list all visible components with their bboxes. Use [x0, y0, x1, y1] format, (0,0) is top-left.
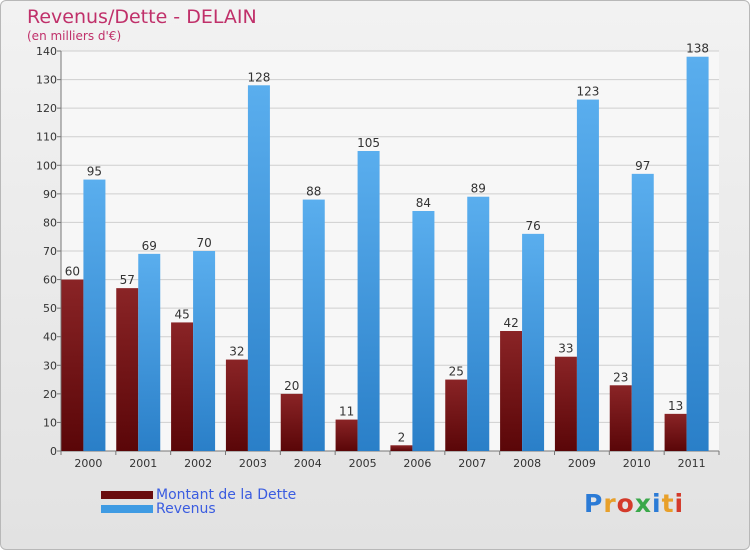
value-label-revenus: 97: [635, 159, 650, 173]
bar-dette: [225, 359, 248, 451]
bar-revenus: [138, 253, 161, 451]
value-label-dette: 60: [65, 265, 80, 279]
y-tick-label: 30: [43, 359, 57, 372]
legend-item-dette: Montant de la Dette: [101, 488, 296, 502]
x-tick-label: 2004: [294, 457, 322, 470]
bar-revenus: [467, 196, 490, 451]
value-label-revenus: 76: [525, 219, 540, 233]
value-label-revenus: 95: [87, 165, 102, 179]
x-tick-label: 2008: [513, 457, 541, 470]
value-label-dette: 2: [398, 430, 406, 444]
value-label-revenus: 128: [247, 70, 270, 84]
value-label-revenus: 88: [306, 185, 321, 199]
bar-revenus: [686, 56, 709, 451]
x-tick-label: 2011: [678, 457, 706, 470]
value-label-revenus: 89: [471, 182, 486, 196]
x-tick-label: 2006: [403, 457, 431, 470]
y-tick-label: 60: [43, 274, 57, 287]
bar-revenus: [83, 179, 106, 452]
y-tick-label: 110: [36, 131, 57, 144]
bar-revenus: [576, 99, 599, 452]
value-label-revenus: 138: [686, 42, 709, 56]
y-tick-label: 10: [43, 416, 57, 429]
bar-revenus: [193, 251, 216, 451]
x-tick-label: 2009: [568, 457, 596, 470]
value-label-dette: 23: [613, 370, 628, 384]
y-tick-label: 20: [43, 388, 57, 401]
value-label-dette: 42: [503, 316, 518, 330]
y-tick-label: 50: [43, 302, 57, 315]
logo-letter: o: [616, 489, 635, 518]
value-label-dette: 32: [229, 345, 244, 359]
value-label-dette: 33: [558, 342, 573, 356]
bar-dette: [335, 419, 358, 451]
y-tick-label: 70: [43, 245, 57, 258]
bar-dette: [609, 385, 632, 451]
y-tick-label: 100: [36, 159, 57, 172]
y-tick-label: 90: [43, 188, 57, 201]
value-label-dette: 57: [120, 273, 135, 287]
x-tick-label: 2005: [349, 457, 377, 470]
logo-letter: i: [652, 489, 662, 518]
value-label-dette: 25: [449, 365, 464, 379]
bar-dette: [445, 379, 468, 451]
value-label-revenus: 70: [196, 236, 211, 250]
bar-dette: [61, 279, 84, 451]
legend-label-dette: Montant de la Dette: [156, 487, 297, 503]
bar-dette: [171, 322, 194, 451]
logo-letter: i: [674, 489, 685, 518]
value-label-revenus: 123: [576, 85, 599, 99]
bar-revenus: [247, 85, 270, 452]
value-label-revenus: 69: [142, 239, 157, 253]
legend-swatch-revenus: [101, 505, 153, 513]
y-tick-label: 80: [43, 216, 57, 229]
bar-revenus: [302, 199, 325, 451]
x-tick-label: 2003: [239, 457, 267, 470]
bar-dette: [390, 445, 413, 451]
y-tick-label: 130: [36, 74, 57, 87]
value-label-dette: 11: [339, 405, 354, 419]
x-tick-label: 2007: [458, 457, 486, 470]
y-tick-label: 0: [50, 445, 57, 458]
bar-dette: [500, 331, 523, 451]
x-tick-label: 2001: [129, 457, 157, 470]
bar-dette: [116, 288, 139, 451]
bar-dette: [280, 393, 303, 451]
logo-letter: x: [634, 489, 652, 518]
proxiti-logo: Proxiti: [584, 489, 684, 518]
logo-letter: r: [603, 489, 617, 518]
value-label-revenus: 105: [357, 136, 380, 150]
x-tick-label: 2010: [623, 457, 651, 470]
bar-dette: [664, 413, 687, 451]
chart-title: Revenus/Dette - DELAIN: [27, 6, 257, 28]
y-tick-label: 40: [43, 331, 57, 344]
y-tick-label: 140: [36, 45, 57, 58]
value-label-revenus: 84: [416, 196, 431, 210]
y-tick-label: 120: [36, 102, 57, 115]
logo-letter: t: [661, 489, 675, 518]
bar-dette: [554, 356, 577, 451]
bar-revenus: [357, 151, 380, 451]
bar-revenus: [631, 173, 654, 451]
legend-swatch-dette: [101, 491, 153, 499]
bar-revenus: [412, 211, 435, 451]
value-label-dette: 45: [174, 307, 189, 321]
logo-letter: P: [584, 489, 604, 518]
value-label-dette: 13: [668, 399, 683, 413]
chart-subtitle: (en milliers d'€): [27, 29, 122, 43]
x-tick-label: 2002: [184, 457, 212, 470]
value-label-dette: 20: [284, 379, 299, 393]
bar-revenus: [522, 233, 545, 451]
legend-item-revenus: Revenus: [101, 502, 216, 516]
x-tick-label: 2000: [74, 457, 102, 470]
legend-label-revenus: Revenus: [156, 501, 216, 517]
